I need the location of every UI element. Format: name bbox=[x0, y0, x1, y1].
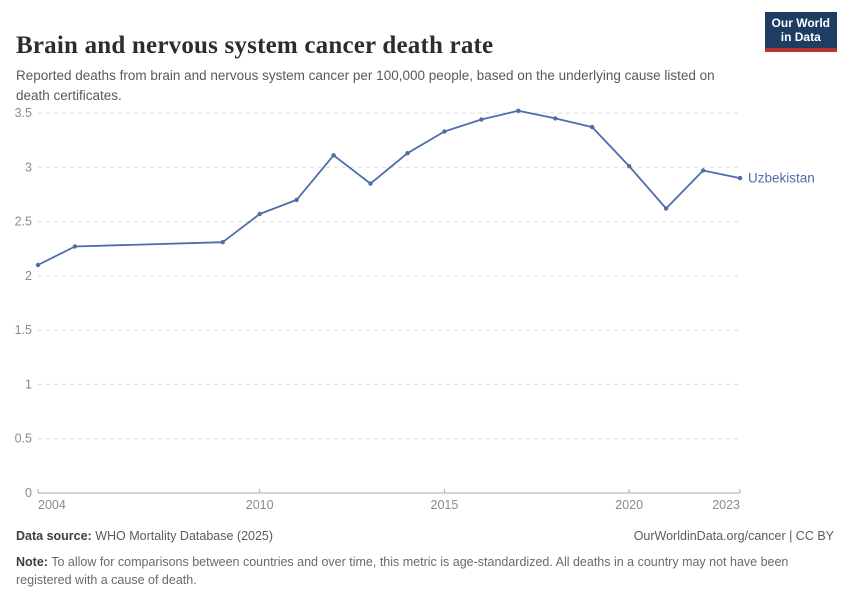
note-label: Note: bbox=[16, 555, 48, 569]
data-point[interactable] bbox=[405, 151, 410, 156]
y-gridlines bbox=[38, 112, 740, 494]
x-axis-ticks bbox=[37, 489, 741, 493]
data-source-label: Data source: bbox=[16, 529, 92, 543]
data-point[interactable] bbox=[331, 153, 336, 158]
series-uzbekistan[interactable]: Uzbekistan bbox=[35, 108, 815, 268]
x-tick-label: 2015 bbox=[431, 498, 459, 512]
y-tick-label: 0.5 bbox=[15, 432, 32, 446]
owid-logo[interactable]: Our World in Data bbox=[764, 12, 837, 52]
x-tick-label: 2023 bbox=[712, 498, 740, 512]
data-point[interactable] bbox=[257, 211, 262, 217]
x-tick-label: 2020 bbox=[615, 498, 643, 512]
data-point[interactable] bbox=[553, 116, 558, 121]
y-tick-label: 1.5 bbox=[15, 323, 32, 337]
y-tick-label: 3.5 bbox=[15, 106, 32, 120]
data-point[interactable] bbox=[737, 175, 743, 181]
y-axis-labels: 0 0.5 1 1.5 2 2.5 3 3.5 bbox=[15, 106, 32, 500]
y-tick-label: 2.5 bbox=[15, 215, 32, 229]
chart-title: Brain and nervous system cancer death ra… bbox=[16, 31, 494, 59]
y-tick-label: 2 bbox=[25, 269, 32, 283]
x-axis-labels: 2004 2010 2015 2020 2023 bbox=[38, 498, 740, 512]
chart-footer: Data source: WHO Mortality Database (202… bbox=[16, 529, 834, 543]
data-point[interactable] bbox=[700, 168, 706, 173]
owid-logo-line1: Our World bbox=[771, 16, 830, 30]
data-point[interactable] bbox=[479, 117, 484, 122]
data-source-text: Data source: WHO Mortality Database (202… bbox=[16, 529, 273, 543]
series-line[interactable] bbox=[37, 109, 741, 266]
data-source-value[interactable]: WHO Mortality Database (2025) bbox=[91, 529, 274, 543]
data-point[interactable] bbox=[442, 129, 447, 134]
owid-logo-line2: in Data bbox=[780, 29, 821, 44]
data-point[interactable] bbox=[72, 244, 78, 249]
data-point[interactable] bbox=[516, 108, 521, 113]
y-tick-label: 0 bbox=[25, 486, 32, 500]
data-point[interactable] bbox=[35, 262, 41, 268]
data-point[interactable] bbox=[663, 206, 669, 211]
data-point[interactable] bbox=[294, 197, 299, 203]
license-link[interactable]: OurWorldinData.org/cancer | CC BY bbox=[633, 529, 834, 543]
x-tick-label: 2004 bbox=[38, 498, 66, 512]
note-value: To allow for comparisons between countri… bbox=[16, 555, 789, 587]
chart-note: Note: To allow for comparisons between c… bbox=[16, 553, 836, 589]
data-point[interactable] bbox=[590, 124, 595, 130]
y-tick-label: 3 bbox=[25, 160, 32, 174]
chart-canvas[interactable]: 0 0.5 1 1.5 2 2.5 3 3.5 2004 2010 2015 2020 2023 Uzbe… bbox=[0, 95, 850, 525]
data-point[interactable] bbox=[220, 240, 225, 245]
chart-subtitle: Reported deaths from brain and nervous s… bbox=[16, 67, 715, 103]
x-tick-label: 2010 bbox=[246, 498, 274, 512]
entity-label[interactable]: Uzbekistan bbox=[748, 171, 815, 186]
data-point[interactable] bbox=[627, 164, 632, 169]
data-point[interactable] bbox=[368, 181, 373, 186]
y-tick-label: 1 bbox=[25, 377, 32, 391]
